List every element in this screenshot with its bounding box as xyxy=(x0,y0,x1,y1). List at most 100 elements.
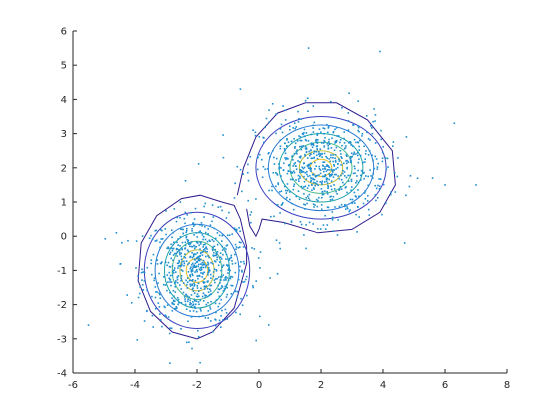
data-point xyxy=(327,148,329,150)
data-point xyxy=(329,174,332,176)
data-point xyxy=(186,341,188,344)
data-point xyxy=(155,229,158,232)
data-point xyxy=(175,252,177,255)
data-point xyxy=(234,243,237,246)
data-point xyxy=(275,132,277,135)
data-point xyxy=(215,319,217,321)
data-point xyxy=(177,298,180,301)
data-point xyxy=(310,162,313,165)
data-point xyxy=(215,299,218,301)
data-point xyxy=(359,139,361,142)
data-point xyxy=(355,213,357,216)
data-point xyxy=(180,264,183,267)
data-point xyxy=(211,204,214,206)
data-point xyxy=(148,237,151,239)
data-point xyxy=(390,193,392,196)
data-point xyxy=(336,234,339,236)
data-point xyxy=(200,222,203,224)
data-point xyxy=(191,262,194,265)
data-point xyxy=(214,237,217,240)
data-point xyxy=(202,292,205,294)
data-point xyxy=(292,127,294,129)
data-point xyxy=(392,145,394,147)
data-point xyxy=(173,267,176,269)
data-point xyxy=(177,262,180,265)
data-point xyxy=(335,127,338,129)
data-point xyxy=(162,283,165,286)
data-point xyxy=(316,145,319,147)
data-point xyxy=(217,305,220,308)
data-point xyxy=(209,308,212,310)
data-point xyxy=(305,148,308,150)
data-point xyxy=(172,243,175,246)
data-point xyxy=(238,227,240,229)
data-point xyxy=(314,176,317,178)
data-point xyxy=(219,252,222,254)
data-point xyxy=(354,172,356,174)
data-point xyxy=(227,265,229,267)
data-point xyxy=(197,256,199,258)
data-point xyxy=(326,165,328,167)
data-point xyxy=(191,288,194,290)
data-point xyxy=(171,249,174,252)
data-point xyxy=(280,167,282,169)
data-point xyxy=(311,189,313,191)
data-point xyxy=(324,181,326,183)
data-point xyxy=(284,109,287,111)
data-point xyxy=(319,154,322,157)
data-point xyxy=(171,297,173,299)
data-point xyxy=(172,231,175,234)
data-point xyxy=(316,148,319,150)
data-point xyxy=(249,156,252,158)
data-point xyxy=(271,189,273,192)
data-point xyxy=(195,266,197,269)
data-point xyxy=(308,150,310,153)
data-point xyxy=(308,199,311,201)
data-point xyxy=(349,174,351,177)
data-point xyxy=(322,142,325,144)
data-point xyxy=(165,210,167,212)
data-point xyxy=(299,145,301,148)
data-point xyxy=(241,269,243,272)
data-point xyxy=(316,134,319,136)
data-point xyxy=(146,266,149,269)
data-point xyxy=(323,145,326,147)
data-point xyxy=(204,238,207,241)
data-point xyxy=(307,140,310,142)
data-point xyxy=(330,173,333,175)
data-point xyxy=(309,175,311,177)
data-point xyxy=(197,259,200,262)
data-point xyxy=(312,105,315,107)
data-point xyxy=(235,311,237,314)
data-point xyxy=(290,220,293,222)
data-point xyxy=(340,203,343,206)
data-point xyxy=(192,303,195,306)
data-point xyxy=(221,240,223,242)
data-point xyxy=(169,253,171,255)
data-point xyxy=(330,195,332,198)
data-point xyxy=(196,293,199,295)
data-point xyxy=(191,256,194,259)
data-point xyxy=(218,295,221,298)
data-point xyxy=(164,314,167,316)
data-point xyxy=(225,253,228,256)
data-point xyxy=(184,303,187,306)
data-point xyxy=(306,97,309,99)
data-point xyxy=(166,274,169,276)
data-point xyxy=(184,211,187,214)
data-point xyxy=(203,262,205,264)
data-point xyxy=(321,193,324,196)
data-point xyxy=(184,298,186,300)
data-point xyxy=(189,267,192,270)
data-point xyxy=(294,165,297,167)
data-point xyxy=(158,272,160,275)
data-point xyxy=(223,279,225,281)
data-point xyxy=(154,286,157,288)
data-point xyxy=(192,274,194,277)
data-point xyxy=(221,209,223,212)
data-point xyxy=(313,157,315,159)
data-point xyxy=(344,203,346,206)
data-point xyxy=(320,131,322,133)
data-point xyxy=(164,261,167,264)
data-point xyxy=(225,312,228,314)
